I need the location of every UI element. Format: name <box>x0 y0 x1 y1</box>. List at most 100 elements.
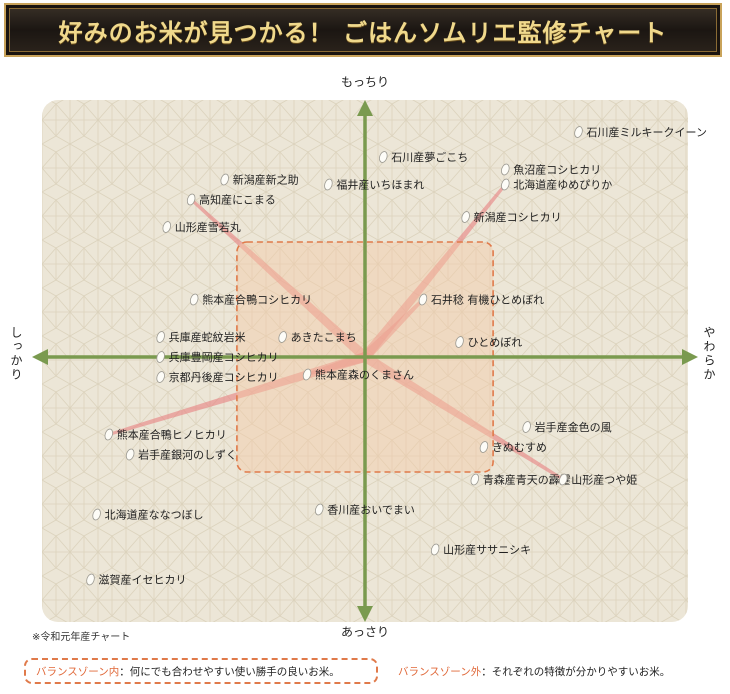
rice-label: 滋賀産イセヒカリ <box>99 574 187 587</box>
rice-grain-icon <box>315 503 324 516</box>
rice-grain-icon <box>455 336 464 348</box>
rice-point: 岩手産金色の風 <box>522 420 612 434</box>
ray-17 <box>108 352 367 436</box>
rice-grain-icon <box>418 293 428 306</box>
rice-label: 青森産青天の霹靂 <box>483 473 571 487</box>
legend-outside-text: ：それぞれの特徴が分かりやすいお米。 <box>481 665 671 678</box>
footnote: ※令和元年産チャート <box>32 632 131 643</box>
rice-grain-icon <box>501 163 510 176</box>
rice-point: 山形産雪若丸 <box>162 221 241 234</box>
rice-grain-icon <box>430 543 440 556</box>
rice-point: 熊本産森のくまさん <box>302 368 414 382</box>
legend-balance-outside: バランスゾーン外 ：それぞれの特徴が分かりやすいお米。 <box>398 658 718 684</box>
axes <box>32 100 698 622</box>
rice-label: あきたこまち <box>291 331 357 344</box>
rice-label: 山形産つや姫 <box>571 473 637 487</box>
rice-grain-icon <box>379 151 388 163</box>
rice-label: 兵庫産蛇紋岩米 <box>169 330 246 344</box>
rice-label: 北海道産ゆめぴりか <box>513 178 612 192</box>
y-axis-arrow-bottom <box>357 606 373 622</box>
rice-grain-icon <box>522 421 531 433</box>
rice-grain-icon <box>104 428 114 441</box>
rice-point: 石川産夢ごこち <box>379 150 468 164</box>
rice-point: 兵庫豊岡産コシヒカリ <box>156 350 279 364</box>
rice-grain-icon <box>501 178 510 191</box>
rice-label: 石川産夢ごこち <box>391 150 468 164</box>
rice-point: 香川産おいでまい <box>315 503 415 517</box>
page-title: 好みのお米が見つかる！ ごはんソムリエ監修チャート <box>58 17 668 47</box>
rice-label: 香川産おいでまい <box>327 504 415 517</box>
rice-point: 兵庫産蛇紋岩米 <box>156 330 246 344</box>
rice-grain-icon <box>220 173 229 186</box>
rice-grain-icon <box>559 473 568 486</box>
rice-grain-icon <box>186 193 196 206</box>
rice-grain-icon <box>302 368 312 381</box>
rice-point: ひとめぼれ <box>455 336 523 349</box>
legend-inside-text: ：何にでも合わせやすい使い勝手の良いお米。 <box>119 665 340 678</box>
rice-label: 北海道産ななつぼし <box>105 508 204 522</box>
legend-balance-inside: バランスゾーン内 ：何にでも合わせやすい使い勝手の良いお米。 <box>24 658 378 684</box>
rice-grain-icon <box>92 508 101 521</box>
rice-point: 北海道産ななつぼし <box>92 508 204 522</box>
rice-point: 山形産つや姫 <box>559 473 637 487</box>
ray-10 <box>361 298 425 361</box>
rice-point: 新潟産新之助 <box>220 173 299 187</box>
rice-label: 新潟産新之助 <box>233 173 299 187</box>
rice-grain-icon <box>470 473 480 486</box>
rice-point: きぬむすめ <box>479 441 547 454</box>
rice-label: 山形産雪若丸 <box>175 221 241 234</box>
rice-label: 魚沼産コシヒカリ <box>513 163 601 177</box>
rice-point: 山形産ササニシキ <box>430 543 531 557</box>
axis-label-left: しっかり <box>9 326 23 382</box>
rice-grain-icon <box>156 371 165 383</box>
rice-label: 岩手産銀河のしずく <box>138 448 237 462</box>
rice-point: 京都丹後産コシヒカリ <box>156 370 279 384</box>
rice-grain-icon <box>189 293 199 306</box>
rice-label: 岩手産金色の風 <box>535 420 612 434</box>
title-banner: 好みのお米が見つかる！ ごはんソムリエ監修チャート <box>4 3 722 57</box>
axis-label-right: やわらか <box>702 326 716 382</box>
rice-grain-icon <box>479 441 489 453</box>
legend-outside-key: バランスゾーン外 <box>398 665 482 678</box>
ray-6 <box>190 198 369 361</box>
ray-5 <box>361 183 507 361</box>
rice-grain-icon <box>156 351 165 363</box>
rice-label: 高知産にこまる <box>199 193 276 207</box>
x-axis-arrow-right <box>682 349 698 365</box>
rice-point: 熊本産合鴨コシヒカリ <box>189 293 312 307</box>
rice-point: 石井稔 有機ひとめぼれ <box>418 293 544 307</box>
rice-point: 新潟産コシヒカリ <box>461 210 562 224</box>
y-axis-arrow-top <box>357 100 373 116</box>
rice-label: 福井産いちほまれ <box>336 178 424 192</box>
rice-label: 熊本産森のくまさん <box>315 368 414 382</box>
rice-label: 兵庫豊岡産コシヒカリ <box>169 350 279 364</box>
rice-label: 石井稔 有機ひとめぼれ <box>431 293 544 307</box>
legend-inside-key: バランスゾーン内 <box>36 665 120 678</box>
rice-label: 石川産ミルキークイーン <box>587 126 707 139</box>
rice-grain-icon <box>162 221 171 233</box>
rice-grain-icon <box>278 331 287 343</box>
rice-point: 高知産にこまる <box>186 193 276 207</box>
rice-label: ひとめぼれ <box>468 336 523 349</box>
rice-grain-icon <box>461 211 470 223</box>
rice-label: 熊本産合鴨ヒノヒカリ <box>117 428 227 442</box>
rice-label: きぬむすめ <box>492 441 547 454</box>
x-axis-arrow-left <box>32 349 48 365</box>
ray-22 <box>362 352 565 481</box>
axis-label-top: もっちり <box>341 75 389 89</box>
rice-grain-icon <box>156 331 165 343</box>
rice-label: 熊本産合鴨コシヒカリ <box>202 293 312 307</box>
rice-label: 新潟産コシヒカリ <box>474 210 562 224</box>
rice-point: 熊本産合鴨ヒノヒカリ <box>104 428 227 442</box>
rice-grain-icon <box>324 178 333 191</box>
rice-point: 滋賀産イセヒカリ <box>86 574 187 587</box>
rice-point: 魚沼産コシヒカリ <box>501 163 601 177</box>
rice-point: 岩手産銀河のしずく <box>125 448 237 462</box>
rice-grain-icon <box>574 126 583 138</box>
rice-point: 石川産ミルキークイーン <box>574 126 707 139</box>
rice-grain-icon <box>125 448 135 461</box>
rice-point: あきたこまち <box>278 331 357 344</box>
rice-label: 京都丹後産コシヒカリ <box>169 370 279 384</box>
